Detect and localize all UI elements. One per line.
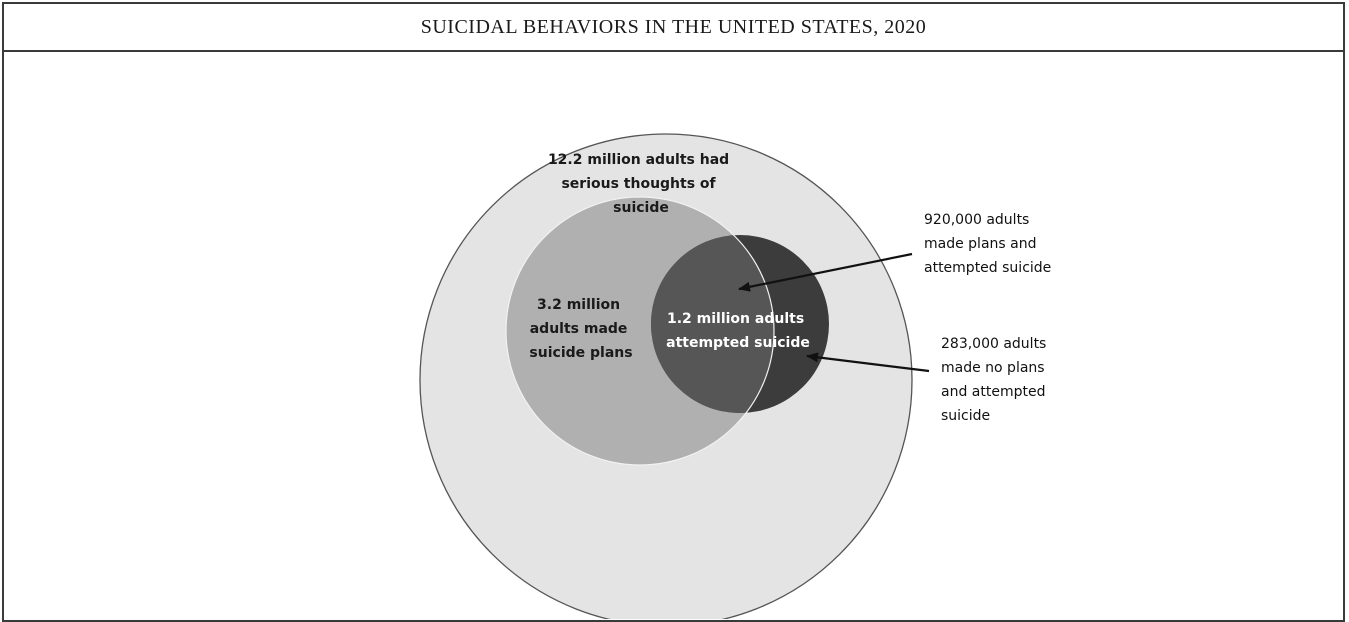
diagram-title: SUICIDAL BEHAVIORS IN THE UNITED STATES,…: [420, 15, 927, 38]
plans-circle-edge: [505, 196, 775, 466]
callout-plans-and-attempt: 920,000 adults made plans and attempted …: [924, 212, 1051, 276]
label-attempted-suicide: 1.2 million adults attempted suicide: [666, 311, 810, 351]
label-suicide-plans: 3.2 million adults made suicide plans: [529, 297, 632, 361]
arrow-no-plans-and-attempt: [806, 352, 930, 373]
circle-attempted-with-plans: [651, 235, 774, 413]
label-serious-thoughts: 12.2 million adults had serious thoughts…: [548, 152, 734, 216]
callout-no-plans-and-attempt: 283,000 adults made no plans and attempt…: [941, 336, 1051, 424]
title-bar: SUICIDAL BEHAVIORS IN THE UNITED STATES,…: [4, 4, 1343, 52]
arrow-plans-and-attempt: [738, 252, 913, 292]
